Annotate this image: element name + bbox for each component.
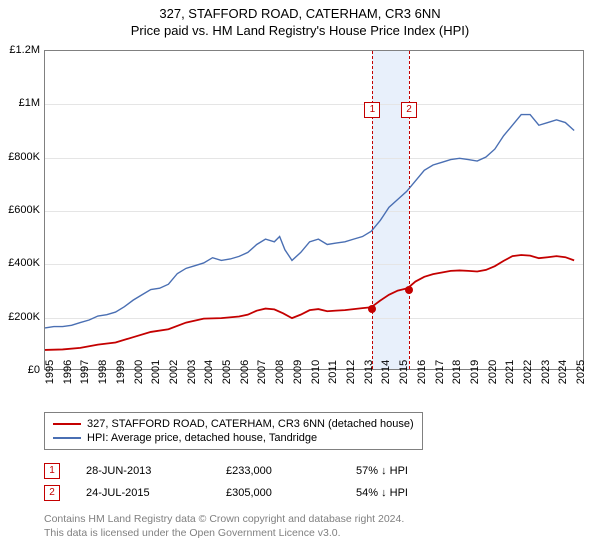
series-hpi — [45, 115, 574, 328]
reference-table: 1 28-JUN-2013£233,00057% ↓ HPI 2 24-JUL-201… — [44, 460, 486, 504]
x-tick-label: 2012 — [345, 360, 357, 384]
x-tick-label: 2010 — [310, 360, 322, 384]
reference-row-pct: 54% ↓ HPI — [356, 487, 486, 499]
title-line-2: Price paid vs. HM Land Registry's House … — [0, 23, 600, 40]
reference-row-price: £305,000 — [226, 487, 356, 499]
legend-swatch — [53, 437, 81, 439]
x-tick-label: 2004 — [203, 360, 215, 384]
x-tick-label: 2022 — [522, 360, 534, 384]
legend-label: 327, STAFFORD ROAD, CATERHAM, CR3 6NN (d… — [87, 418, 414, 430]
x-tick-label: 1996 — [62, 360, 74, 384]
y-tick-label: £0 — [2, 364, 40, 376]
price-marker — [368, 305, 376, 313]
footer-line-2: This data is licensed under the Open Gov… — [44, 526, 404, 540]
x-tick-label: 2017 — [434, 360, 446, 384]
reference-row-date: 28-JUN-2013 — [86, 465, 226, 477]
chart-series — [45, 51, 583, 369]
legend-label: HPI: Average price, detached house, Tand… — [87, 432, 317, 444]
legend-item: 327, STAFFORD ROAD, CATERHAM, CR3 6NN (d… — [53, 417, 414, 431]
legend-item: HPI: Average price, detached house, Tand… — [53, 431, 414, 445]
x-tick-label: 2014 — [380, 360, 392, 384]
x-tick-label: 1999 — [115, 360, 127, 384]
reference-row: 1 28-JUN-2013£233,00057% ↓ HPI — [44, 460, 486, 482]
x-tick-label: 2005 — [221, 360, 233, 384]
x-tick-label: 2016 — [416, 360, 428, 384]
y-tick-label: £400K — [2, 257, 40, 269]
x-tick-label: 2011 — [327, 360, 339, 384]
reference-row-index: 2 — [44, 485, 60, 501]
x-tick-label: 1998 — [97, 360, 109, 384]
footer-line-1: Contains HM Land Registry data © Crown c… — [44, 512, 404, 526]
x-tick-label: 2007 — [256, 360, 268, 384]
y-tick-label: £800K — [2, 151, 40, 163]
x-tick-label: 2000 — [133, 360, 145, 384]
x-tick-label: 2015 — [398, 360, 410, 384]
x-tick-label: 2013 — [363, 360, 375, 384]
legend-swatch — [53, 423, 81, 425]
x-tick-label: 2008 — [274, 360, 286, 384]
x-tick-label: 2023 — [540, 360, 552, 384]
x-tick-label: 1995 — [44, 360, 56, 384]
x-tick-label: 2021 — [504, 360, 516, 384]
x-tick-label: 2025 — [575, 360, 587, 384]
chart-title: 327, STAFFORD ROAD, CATERHAM, CR3 6NN Pr… — [0, 0, 600, 40]
y-tick-label: £600K — [2, 204, 40, 216]
x-tick-label: 2024 — [557, 360, 569, 384]
reference-row-price: £233,000 — [226, 465, 356, 477]
x-tick-label: 2018 — [451, 360, 463, 384]
x-tick-label: 1997 — [79, 360, 91, 384]
x-tick-label: 2020 — [487, 360, 499, 384]
y-tick-label: £200K — [2, 311, 40, 323]
title-line-1: 327, STAFFORD ROAD, CATERHAM, CR3 6NN — [0, 6, 600, 23]
y-tick-label: £1.2M — [2, 44, 40, 56]
x-tick-label: 2002 — [168, 360, 180, 384]
reference-row: 2 24-JUL-2015£305,00054% ↓ HPI — [44, 482, 486, 504]
reference-row-index: 1 — [44, 463, 60, 479]
price-marker — [405, 286, 413, 294]
reference-row-pct: 57% ↓ HPI — [356, 465, 486, 477]
series-price_paid — [45, 255, 574, 350]
chart-legend: 327, STAFFORD ROAD, CATERHAM, CR3 6NN (d… — [44, 412, 423, 450]
x-tick-label: 2003 — [186, 360, 198, 384]
x-tick-label: 2001 — [150, 360, 162, 384]
x-tick-label: 2006 — [239, 360, 251, 384]
reference-row-date: 24-JUL-2015 — [86, 487, 226, 499]
chart-plot-area: 12 — [44, 50, 584, 370]
x-tick-label: 2019 — [469, 360, 481, 384]
x-tick-label: 2009 — [292, 360, 304, 384]
y-tick-label: £1M — [2, 97, 40, 109]
footer-attribution: Contains HM Land Registry data © Crown c… — [44, 512, 404, 540]
